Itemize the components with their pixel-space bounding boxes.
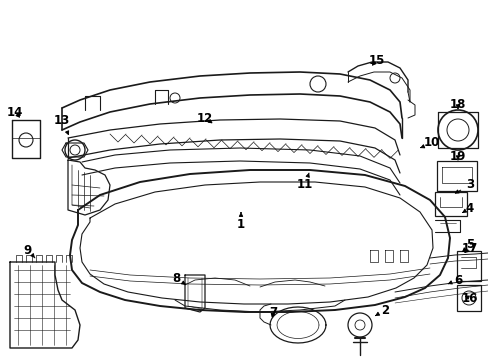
- Text: 17: 17: [461, 242, 477, 255]
- Text: 3: 3: [454, 179, 473, 193]
- Text: 10: 10: [420, 136, 439, 149]
- Text: 6: 6: [447, 274, 461, 287]
- Text: 13: 13: [54, 113, 70, 135]
- Text: 16: 16: [461, 292, 477, 305]
- Text: 4: 4: [462, 202, 473, 215]
- Text: 14: 14: [7, 105, 23, 118]
- Text: 15: 15: [368, 54, 385, 67]
- Text: 12: 12: [197, 112, 213, 125]
- Text: 8: 8: [171, 271, 185, 284]
- Text: 11: 11: [296, 173, 312, 192]
- Text: 19: 19: [449, 150, 465, 163]
- Text: 5: 5: [462, 238, 473, 252]
- Text: 1: 1: [237, 213, 244, 231]
- Text: 2: 2: [375, 303, 388, 316]
- Text: 9: 9: [24, 243, 35, 258]
- Text: 18: 18: [449, 99, 465, 112]
- Text: 7: 7: [268, 306, 277, 320]
